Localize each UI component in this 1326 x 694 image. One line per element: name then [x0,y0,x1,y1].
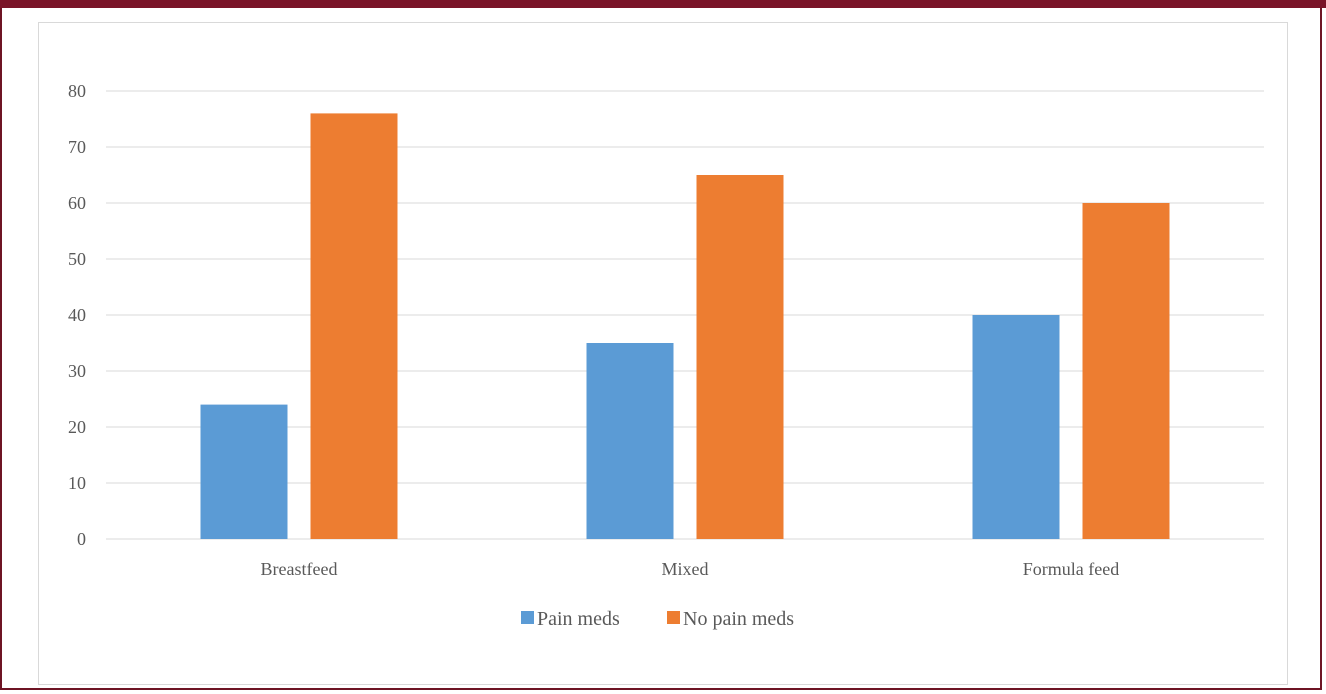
y-tick-label: 80 [68,81,86,101]
gridlines [106,90,1264,540]
bar-pain-meds-mixed [586,343,674,539]
legend-swatch [521,611,534,624]
y-tick-label: 50 [68,249,86,269]
y-tick-label: 30 [68,361,86,381]
y-tick-label: 20 [68,417,86,437]
y-tick-label: 60 [68,193,86,213]
legend-swatch [667,611,680,624]
x-tick-label: Breastfeed [261,559,338,579]
bar-no-pain-meds-mixed [696,175,784,539]
legend-label: Pain meds [537,608,620,630]
x-tick-label: Formula feed [1023,559,1119,579]
bars [200,113,1170,540]
y-tick-label: 0 [77,529,86,549]
top-accent-bar [0,0,1326,8]
y-tick-label: 10 [68,473,86,493]
bar-no-pain-meds-formula-feed [1082,203,1170,539]
legend-label: No pain meds [683,608,794,630]
bar-pain-meds-formula-feed [972,315,1060,539]
legend: Pain meds No pain meds [521,608,794,630]
chart-area [38,22,1288,685]
y-tick-label: 40 [68,305,86,325]
bar-pain-meds-breastfeed [200,404,288,539]
y-axis-tick-labels: 0 10 20 30 40 50 60 70 80 [68,81,86,549]
x-axis-tick-labels: Breastfeed Mixed Formula feed [261,559,1120,579]
y-tick-label: 70 [68,137,86,157]
x-tick-label: Mixed [662,559,709,579]
bar-no-pain-meds-breastfeed [310,113,398,540]
